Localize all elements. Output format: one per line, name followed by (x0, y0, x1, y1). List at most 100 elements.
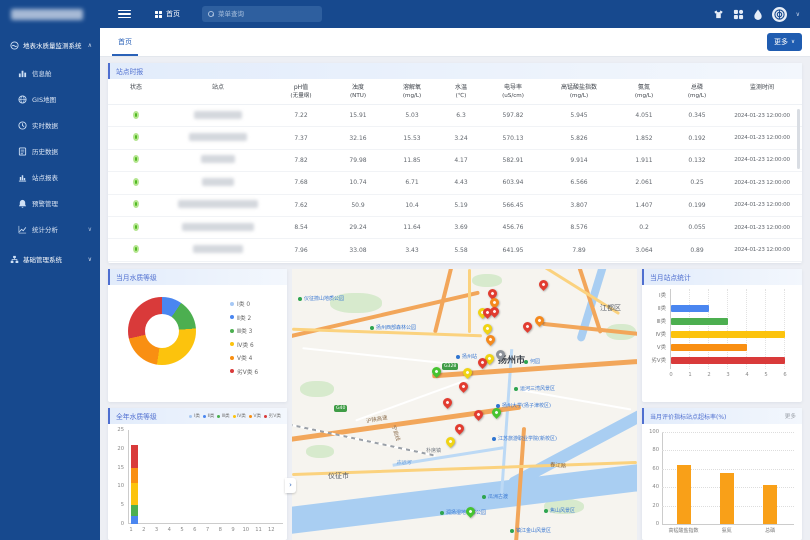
station-name-cell (164, 155, 272, 165)
value-cell: 3.064 (635, 246, 653, 254)
gis-map[interactable]: 扬州市 江都区 仪征市 仪征捺山地质公园 扬州西部森林公园 扬州站 何园 运河三湾风景区 扬州大… (292, 269, 637, 540)
chevron-down-icon: ∨ (87, 225, 92, 233)
legend-item[interactable]: Ⅰ类 (189, 413, 200, 419)
value-cell: 2024-01-23 12:00:00 (734, 224, 790, 231)
value-cell: 570.13 (502, 134, 524, 142)
legend-item[interactable]: Ⅳ类 6 (230, 340, 258, 349)
map-pin-red[interactable] (537, 278, 550, 291)
table-row[interactable]: 7.96 33.08 3.43 5.58 641.95 7.89 3.064 0.89 2024… (108, 239, 802, 262)
map-pin-orange[interactable] (484, 333, 497, 346)
value-cell: 7.22 (294, 112, 308, 120)
sidebar-item-realtime-data[interactable]: 实时数据 (0, 112, 100, 138)
y-tick-label: 80 (652, 447, 659, 454)
legend-item[interactable]: Ⅲ类 3 (230, 326, 258, 335)
sidebar-section-base-system[interactable]: 基础管理系统 ∨ (0, 242, 100, 274)
map-poi-label[interactable]: 润扬湿地森林公园 (440, 509, 486, 516)
panel-collapse-button[interactable]: › (285, 478, 296, 493)
x-tick-label: 3 (154, 527, 159, 533)
table-row[interactable]: 7.22 15.91 5.03 6.3 597.82 5.945 4.051 0.345 202… (108, 105, 802, 128)
sidebar-section-label: 基础管理系统 (23, 256, 62, 264)
map-poi-label[interactable]: 扬州大学(扬子津校区) (496, 402, 551, 409)
menu-icon[interactable] (118, 8, 131, 21)
value-cell: 2024-01-23 12:00:00 (734, 247, 790, 254)
map-poi-label[interactable]: 扬州站 (456, 353, 477, 360)
legend-item[interactable]: Ⅰ类 0 (230, 299, 258, 308)
map-poi-label[interactable]: 镇江金山风景区 (510, 527, 551, 534)
sidebar-item-station-report[interactable]: 站点报表 (0, 164, 100, 190)
tab-home[interactable]: 首页 (112, 28, 138, 56)
table-row[interactable]: 8.54 29.24 11.64 3.69 456.76 8.576 0.2 0.055 202… (108, 217, 802, 240)
map-poi-label[interactable]: 何园 (524, 358, 540, 365)
station-name-cell (164, 110, 272, 121)
table-scrollbar[interactable] (797, 109, 800, 169)
map-pin-red[interactable] (441, 396, 454, 409)
map-poi-label[interactable]: 运河三湾风景区 (514, 385, 555, 392)
more-button[interactable]: 更多 ∨ (766, 33, 802, 51)
poi-text: 焦山风景区 (550, 508, 576, 514)
legend-swatch (230, 355, 234, 360)
legend-item[interactable]: Ⅳ类 (232, 413, 246, 419)
map-poi-label[interactable]: 瓜洲古渡 (482, 493, 508, 500)
station-stats-bar-chart: 0 1 2 3 4 5 6 Ⅰ类 Ⅱ类 Ⅲ类 Ⅳ类 Ⅴ类 劣Ⅴ类 (642, 285, 802, 401)
sidebar-section-monitor-system[interactable]: 地表水质量监测系统 ∧ (0, 28, 100, 60)
legend-item[interactable]: Ⅴ类 (248, 413, 261, 419)
value-cell: 2024-01-23 12:00:00 (734, 112, 790, 119)
legend-item[interactable]: Ⅱ类 (202, 413, 214, 419)
table-row[interactable]: 7.68 10.74 6.71 4.43 603.94 6.566 2.061 0.25 202… (108, 172, 802, 195)
map-pin-yellow[interactable] (481, 322, 494, 335)
theme-icon[interactable] (713, 9, 724, 20)
sidebar-item-history-data[interactable]: 历史数据 (0, 138, 100, 164)
layout-icon[interactable] (733, 9, 744, 20)
legend-item[interactable]: 劣Ⅴ类 (264, 413, 281, 419)
legend-item[interactable]: Ⅲ类 (217, 413, 230, 419)
map-city-label: 仪征市 (328, 472, 349, 480)
value-cell: 9.914 (570, 156, 588, 164)
column-header: 电导率 (uS/cm) (502, 83, 524, 99)
map-pin-yellow[interactable] (461, 366, 474, 379)
table-row[interactable]: 7.62 50.9 10.4 5.19 566.45 3.807 1.407 0.199 202… (108, 195, 802, 217)
poi-text: 镇江金山风景区 (516, 528, 552, 534)
sidebar-item-gis-map[interactable]: GIS地图 (0, 86, 100, 112)
globe-icon (18, 94, 27, 104)
menu-search-box[interactable] (202, 6, 322, 22)
bar (676, 464, 691, 525)
sidebar-item-statistics-analysis[interactable]: 统计分析 ∨ (0, 216, 100, 242)
map-pin-red[interactable] (521, 320, 534, 333)
x-tick-label: 4 (745, 372, 749, 378)
legend-item[interactable]: Ⅴ类 4 (230, 353, 258, 362)
column-header: 浊度 (NTU) (349, 83, 367, 99)
legend-item[interactable]: 劣Ⅴ类 6 (230, 367, 258, 376)
value-cell: 2024-01-23 12:00:00 (734, 135, 790, 142)
legend-swatch (230, 369, 234, 374)
poi-text: 古运河 (396, 460, 412, 466)
map-poi-label[interactable]: 朴席镇 (426, 447, 441, 454)
map-pin-red[interactable] (453, 422, 466, 435)
table-row[interactable]: 7.37 32.16 15.53 3.24 570.13 5.826 1.852 0.192 2… (108, 127, 802, 150)
map-poi-label[interactable]: 焦山风景区 (544, 507, 575, 514)
base-system-icon (10, 255, 19, 264)
chevron-down-icon[interactable]: ∨ (795, 10, 800, 18)
table-row[interactable]: 7.82 79.98 11.85 4.17 582.91 9.914 1.911 0.132 2… (108, 150, 802, 173)
bar (670, 318, 728, 325)
map-poi-label[interactable]: 扬州西部森林公园 (370, 324, 416, 331)
table-header-row: 状态 站点 pH值 (无量纲) 浊度 (NTU) 溶解氧 (mg/L) 水温 (℃) 电导率 (u… (108, 79, 802, 105)
value-cell: 641.95 (502, 246, 524, 254)
status-dot-normal (133, 200, 139, 209)
y-tick-label: 20 (652, 502, 659, 509)
search-input[interactable] (218, 10, 308, 18)
redacted-station-name (182, 222, 254, 231)
home-nav-button[interactable]: 首页 (155, 9, 180, 19)
legend-label: Ⅱ类 2 (237, 315, 252, 322)
water-drop-icon[interactable] (753, 8, 763, 20)
avatar[interactable] (771, 6, 787, 22)
panel-more-link[interactable]: 更多 (784, 414, 796, 420)
sidebar-item-alert-management[interactable]: 预警管理 (0, 190, 100, 216)
map-poi-label[interactable]: 古运河 (396, 459, 411, 466)
map-poi-label[interactable]: 仪征捺山地质公园 (298, 295, 344, 302)
park-poi-icon (514, 386, 518, 391)
map-pin-yellow[interactable] (444, 435, 457, 448)
legend-item[interactable]: Ⅱ类 2 (230, 313, 258, 322)
sidebar-item-info-hub[interactable]: 信息舱 (0, 60, 100, 86)
value-cell: 0.132 (688, 156, 706, 164)
map-poi-label[interactable]: 江苏旅游职业学院(新校区) (492, 435, 557, 442)
